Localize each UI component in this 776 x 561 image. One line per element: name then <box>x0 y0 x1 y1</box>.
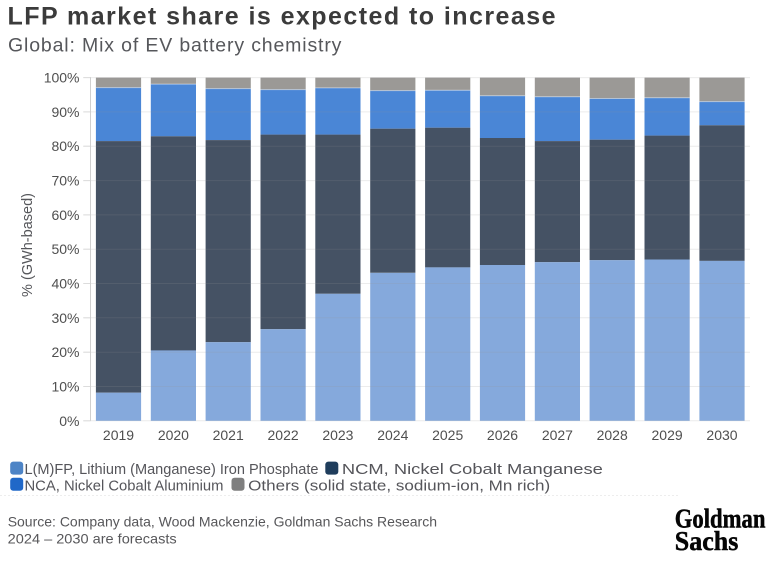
svg-text:100%: 100% <box>44 70 80 86</box>
svg-text:2025: 2025 <box>432 427 463 443</box>
svg-text:2022: 2022 <box>268 427 299 443</box>
svg-text:2021: 2021 <box>213 427 244 443</box>
svg-text:Others (solid state, sodium-io: Others (solid state, sodium-ion, Mn rich… <box>248 478 550 494</box>
svg-text:30%: 30% <box>51 310 79 326</box>
svg-text:70%: 70% <box>51 173 79 189</box>
svg-text:2019: 2019 <box>103 427 134 443</box>
svg-text:10%: 10% <box>51 379 79 395</box>
svg-text:L(M)FP, Lithium (Manganese) Ir: L(M)FP, Lithium (Manganese) Iron Phospha… <box>25 462 319 478</box>
svg-text:Global: Mix of EV battery chem: Global: Mix of EV battery chemistry <box>8 35 342 57</box>
svg-text:2028: 2028 <box>597 427 628 443</box>
svg-text:50%: 50% <box>51 241 79 257</box>
svg-text:2023: 2023 <box>322 427 353 443</box>
svg-text:2020: 2020 <box>158 427 189 443</box>
svg-text:80%: 80% <box>51 138 79 154</box>
svg-text:Source: Company data, Wood Mac: Source: Company data, Wood Mackenzie, Go… <box>8 514 437 530</box>
svg-text:2024: 2024 <box>377 427 408 443</box>
svg-text:% (GWh-based): % (GWh-based) <box>20 193 36 297</box>
svg-text:2024 – 2030 are forecasts: 2024 – 2030 are forecasts <box>8 531 177 547</box>
svg-text:0%: 0% <box>59 413 79 429</box>
svg-text:90%: 90% <box>51 104 79 120</box>
svg-text:40%: 40% <box>51 276 79 292</box>
svg-text:2029: 2029 <box>652 427 683 443</box>
svg-text:NCA, Nickel Cobalt Aluminium: NCA, Nickel Cobalt Aluminium <box>25 478 224 494</box>
svg-text:Sachs: Sachs <box>675 525 739 556</box>
svg-text:2026: 2026 <box>487 427 518 443</box>
svg-text:2030: 2030 <box>706 427 737 443</box>
svg-text:LFP market share is expected t: LFP market share is expected to increase <box>8 3 557 31</box>
svg-text:60%: 60% <box>51 207 79 223</box>
svg-text:NCM, Nickel Cobalt Manganese: NCM, Nickel Cobalt Manganese <box>342 462 603 478</box>
svg-text:Goldman: Goldman <box>675 503 766 534</box>
svg-text:20%: 20% <box>51 344 79 360</box>
svg-text:2027: 2027 <box>542 427 573 443</box>
